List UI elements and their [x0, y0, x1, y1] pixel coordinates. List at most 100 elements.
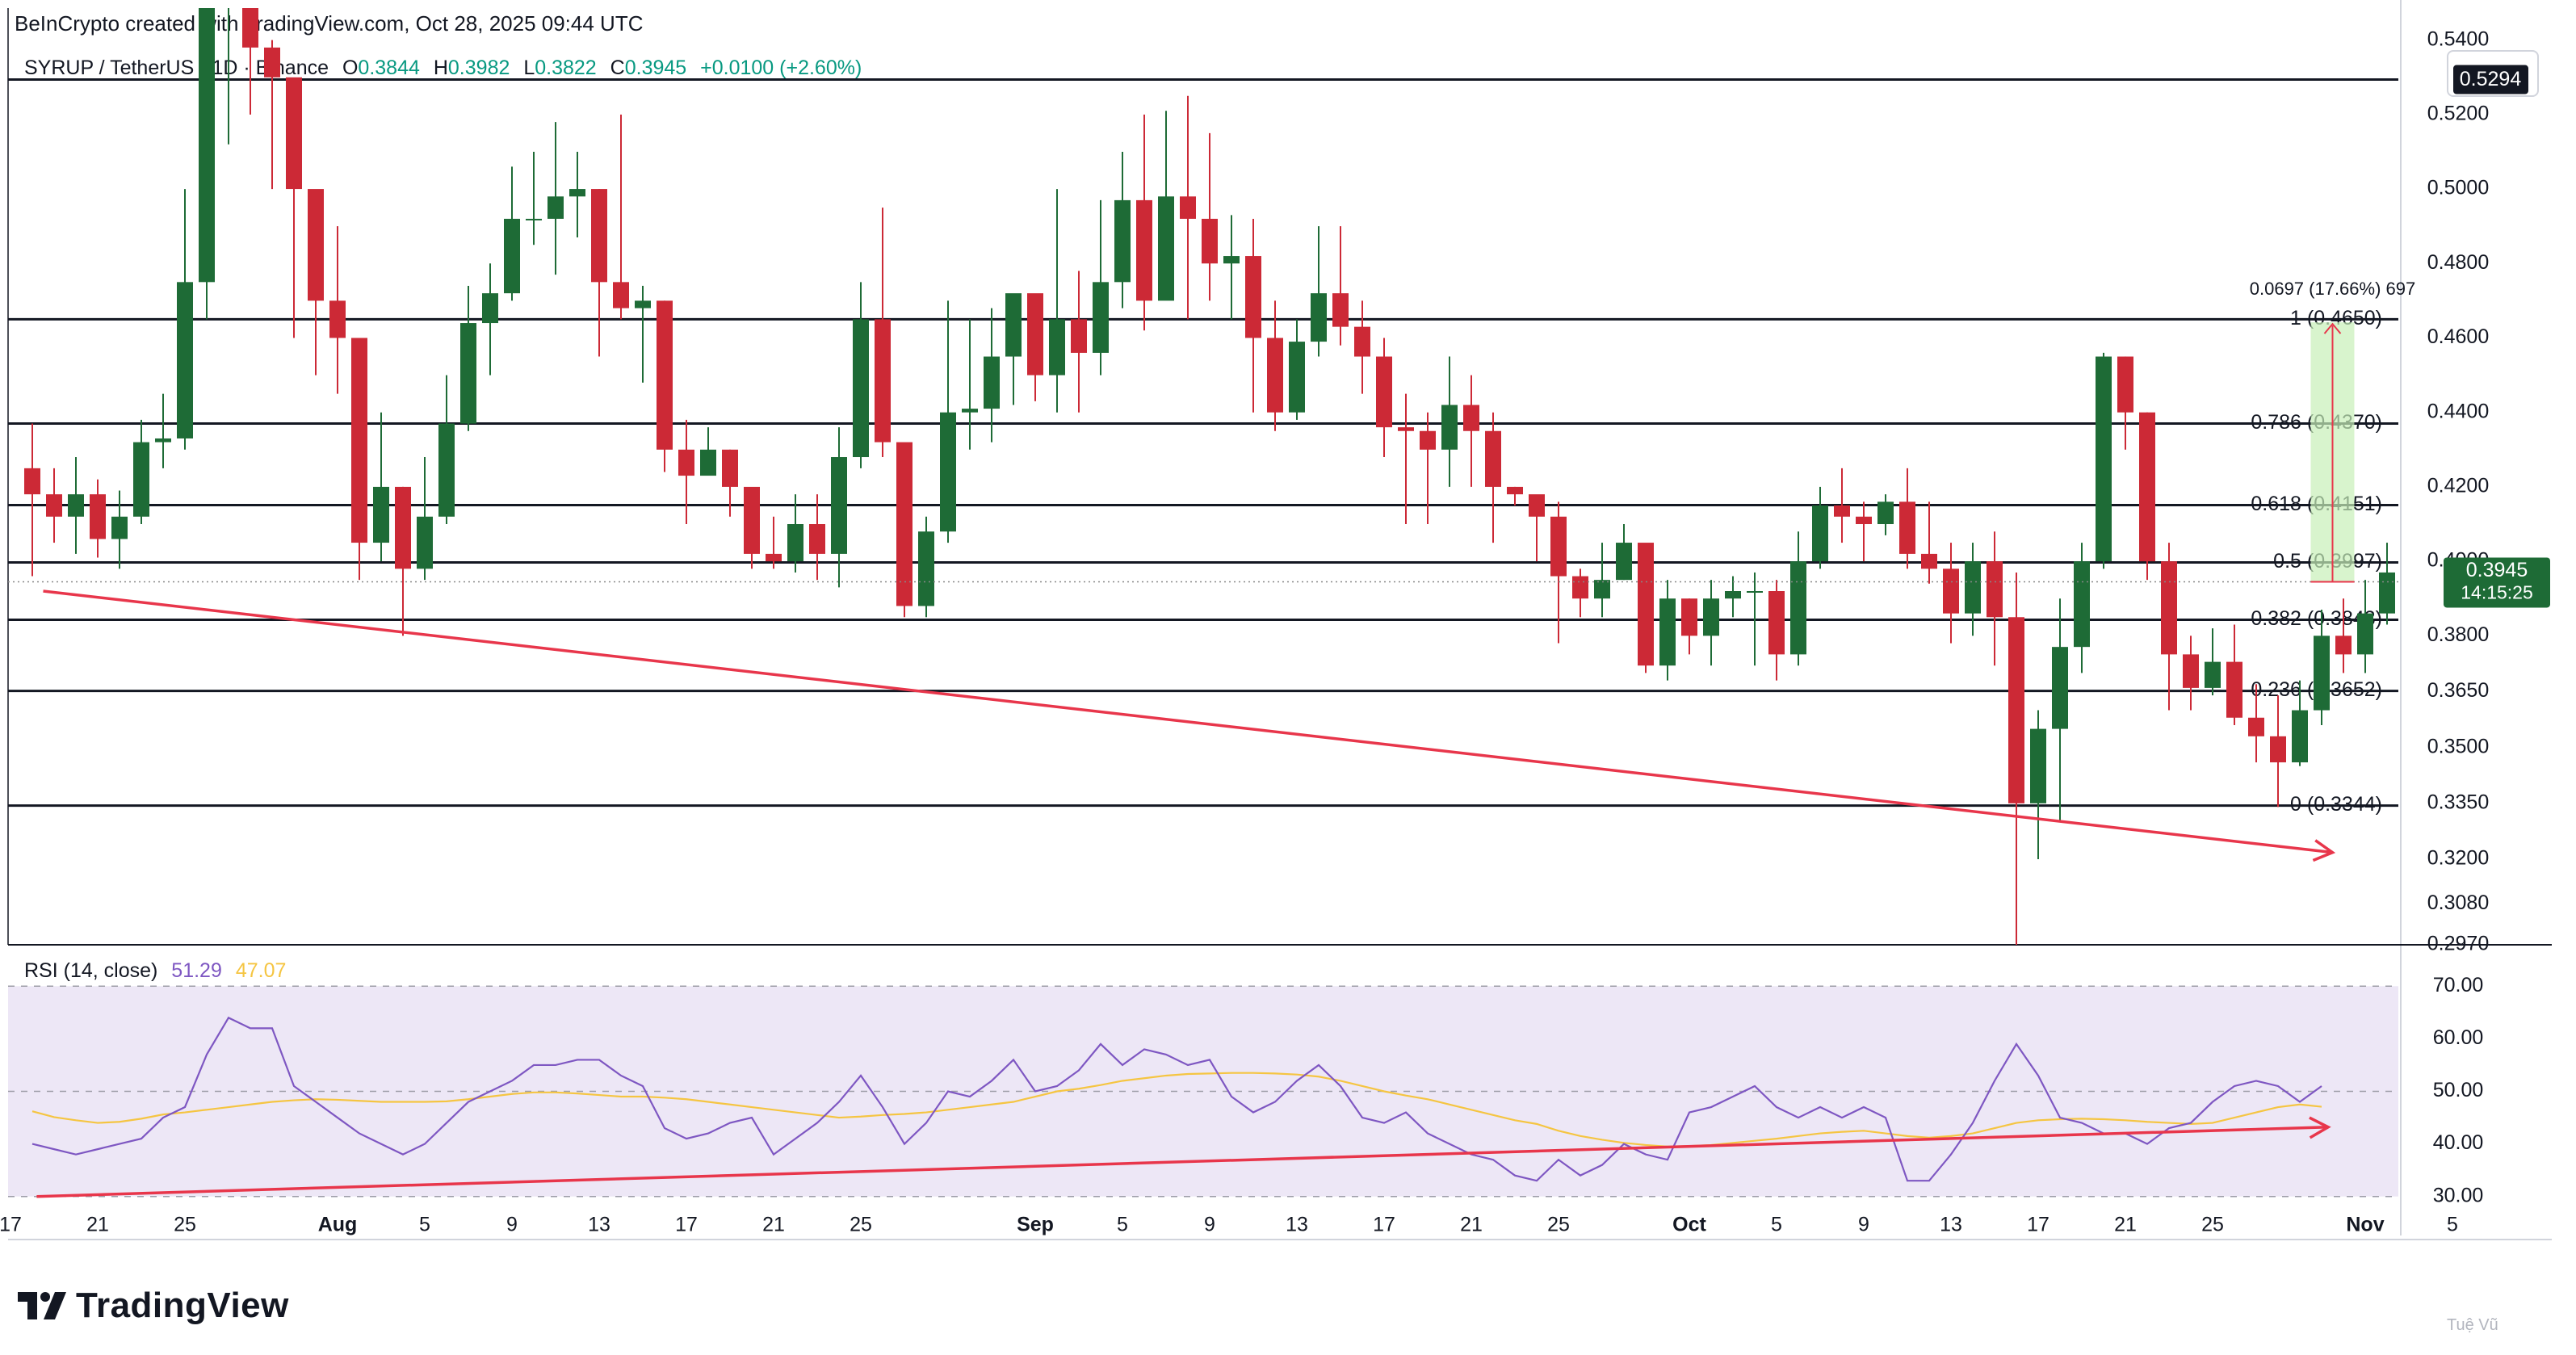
low-label: L: [523, 57, 535, 79]
attribution: BeInCrypto created with TradingView.com,…: [15, 11, 644, 36]
price-trendline: [43, 589, 2333, 854]
candle-body-down: [1987, 561, 2003, 618]
brand-name: TradingView: [76, 1286, 289, 1325]
candle-body-down: [90, 494, 106, 539]
candle-body-down: [766, 553, 782, 562]
candle-body-up: [831, 457, 847, 554]
tradingview-logo[interactable]: TradingView: [18, 1286, 289, 1326]
candle-body-down: [1638, 543, 1654, 666]
candle-body-down: [264, 47, 280, 78]
time-axis-label: Oct: [1672, 1214, 1706, 1236]
time-axis-label: 5: [1771, 1214, 1782, 1236]
price-tick-label: 0.3080: [2427, 891, 2489, 914]
rsi-tick-label: 60.00: [2433, 1026, 2484, 1049]
candle-body-down: [1529, 494, 1545, 517]
candle-body-down: [2008, 617, 2024, 803]
candle-body-up: [2052, 647, 2068, 729]
time-axis-label: 25: [850, 1214, 872, 1236]
candle-body-up: [438, 423, 455, 517]
candle-body-down: [1267, 338, 1283, 413]
candle-body-down: [1398, 427, 1414, 431]
open-value: 0.3844: [358, 57, 420, 79]
rsi-legend: RSI (14, close) 51.29 47.07: [24, 959, 286, 983]
candle-body-down: [722, 449, 738, 487]
price-trendline-arrow: [2312, 839, 2336, 862]
candle-body-down: [744, 486, 760, 554]
candle-body-down: [1180, 196, 1196, 219]
level-price-badge-text: 0.5294: [2460, 68, 2522, 90]
time-axis-label: Aug: [318, 1214, 358, 1236]
low-value: 0.3822: [535, 57, 597, 79]
candles-group: [24, 8, 2439, 945]
candle-body-up: [1594, 580, 1610, 599]
rsi-trendline: [36, 1126, 2329, 1198]
time-axis-label: 17: [2027, 1214, 2049, 1236]
time-axis-label: 13: [1940, 1214, 1962, 1236]
time-axis-label: 21: [86, 1214, 109, 1236]
candle-body-up: [1311, 293, 1327, 342]
time-axis-label: 9: [506, 1214, 518, 1236]
candle-body-up: [918, 531, 934, 606]
candle-body-down: [1768, 591, 1785, 655]
tradingview-logo-icon: [18, 1292, 66, 1319]
candle-body-down: [1550, 516, 1567, 577]
rsi-tick-label: 50.00: [2433, 1079, 2484, 1101]
candle-body-down: [678, 449, 694, 476]
candle-body-down: [2401, 573, 2417, 617]
price-tick-label: 0.5000: [2427, 177, 2489, 199]
level-price-badge: [2453, 65, 2528, 94]
candle-body-up: [1049, 319, 1065, 375]
price-tick-label: 0.2970: [2427, 933, 2489, 955]
candle-body-up: [2030, 728, 2046, 803]
candle-body-down: [286, 77, 302, 190]
time-axis-label: 9: [1858, 1214, 1869, 1236]
candle-body-up: [984, 356, 1000, 409]
candle-body-up: [1812, 505, 1828, 562]
time-axis-label: 13: [588, 1214, 610, 1236]
candle-body-down: [2270, 736, 2286, 763]
candle-body-up: [962, 409, 978, 413]
high-value: 0.3982: [447, 57, 510, 79]
time-axis-label: Sep: [1017, 1214, 1054, 1236]
time-axis-label: 13: [1286, 1214, 1308, 1236]
candle-body-up: [1158, 196, 1174, 301]
candle-body-down: [1507, 486, 1523, 495]
open-label: O: [342, 57, 359, 79]
candle-body-down: [1027, 293, 1043, 375]
candle-body-down: [2335, 636, 2352, 655]
candle-body-up: [199, 8, 215, 283]
candle-body-up: [2096, 356, 2112, 562]
candle-body-down: [1485, 430, 1501, 487]
time-axis-label: 5: [419, 1214, 430, 1236]
candle-body-up: [548, 196, 564, 219]
time-axis-label: 21: [762, 1214, 785, 1236]
candle-body-up: [1223, 256, 1240, 264]
time-axis-label: 21: [2114, 1214, 2137, 1236]
price-tick-label: 0.4800: [2427, 251, 2489, 274]
candle-body-down: [591, 189, 607, 283]
candle-body-down: [657, 300, 673, 450]
candle-body-up: [417, 516, 433, 569]
candle-body-down: [242, 8, 258, 48]
price-tick-label: 0.5200: [2427, 102, 2489, 124]
candle-body-down: [1943, 568, 1959, 614]
candle-body-up: [853, 319, 869, 458]
projection-arrow-head: [2323, 322, 2342, 334]
candle-body-down: [1899, 501, 1915, 554]
candle-body-up: [2074, 561, 2090, 648]
rsi-trendline-arrow: [2309, 1116, 2331, 1139]
close-label: C: [610, 57, 625, 79]
candle-body-up: [526, 218, 542, 220]
candle-body-up: [2423, 581, 2439, 619]
candle-body-up: [1005, 293, 1022, 357]
watermark: Tuệ Vũ: [2447, 1316, 2498, 1334]
candle-body-up: [1965, 561, 1981, 614]
candle-body-up: [373, 486, 389, 543]
change-value: +0.0100 (+2.60%): [700, 57, 862, 79]
close-value: 0.3945: [624, 57, 687, 79]
candle-body-up: [700, 449, 716, 476]
rsi-tick-label: 70.00: [2433, 974, 2484, 996]
rsi-indicator-name[interactable]: RSI (14, close): [24, 959, 158, 982]
time-axis-label: 25: [174, 1214, 196, 1236]
